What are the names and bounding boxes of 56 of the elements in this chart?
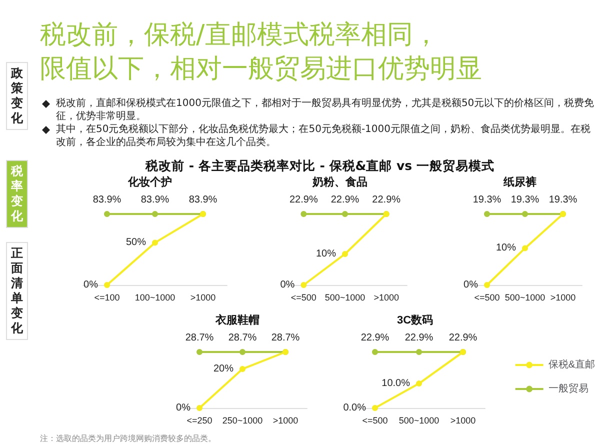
chart-title: 衣服鞋帽: [214, 314, 260, 326]
x-tick-label: >1000: [190, 292, 216, 302]
data-label: 50%: [126, 237, 146, 248]
text: 税改前，保税/直邮模式税率相同，: [40, 19, 439, 52]
tab-frame: 税率变化: [6, 160, 28, 228]
x-tick-label: >1000: [374, 292, 399, 302]
x-tick-label: 500~1000: [398, 416, 440, 426]
chart-title: 奶粉、食品: [312, 176, 368, 188]
data-label: 19.3%: [472, 194, 502, 206]
tab-frame: 政策变化: [6, 62, 28, 130]
x-tick-label: >1000: [550, 292, 576, 302]
data-label: 0%: [464, 280, 478, 290]
data-label: 10.0%: [382, 378, 410, 390]
text: 注：选取的品类为用户跨境网购消费较多的品类。: [40, 433, 216, 444]
data-label: 0%: [84, 280, 98, 290]
data-label: 22.9%: [448, 332, 478, 344]
x-tick-label: <=500: [362, 416, 388, 426]
data-label: 19.3%: [548, 194, 578, 206]
data-label: 83.9%: [92, 194, 122, 206]
data-label: 22.9%: [360, 332, 390, 344]
x-tick-label: <=250: [186, 416, 212, 426]
x-tick-label: <=500: [474, 292, 500, 302]
data-label: 83.9%: [188, 194, 218, 206]
data-label: 19.3%: [510, 194, 540, 206]
data-label: 22.9%: [289, 194, 318, 206]
chart-title: 3C数码: [396, 314, 434, 326]
data-label: 28.7%: [271, 332, 300, 344]
x-tick-label: 500~1000: [324, 292, 366, 302]
x-tick-label: 100~1000: [134, 292, 176, 302]
data-label: 22.9%: [404, 332, 434, 344]
tab-frame: 正面清单变化: [6, 242, 28, 340]
x-tick-label: >1000: [272, 416, 298, 426]
x-tick-label: >1000: [450, 416, 476, 426]
x-tick-label: <=100: [94, 292, 120, 302]
data-label: 0%: [176, 402, 191, 414]
legend-label: 一般贸易: [548, 382, 588, 394]
data-label: 28.7%: [185, 332, 214, 344]
data-label: 0.0%: [343, 402, 366, 414]
data-label: 22.9%: [372, 194, 401, 206]
data-label: 20%: [213, 363, 234, 374]
data-label: 22.9%: [330, 194, 360, 206]
x-tick-label: 250~1000: [222, 416, 263, 426]
chart-title: 纸尿裤: [502, 176, 536, 188]
x-tick-label: 500~1000: [504, 292, 546, 302]
text: 限值以下，相对一般贸易进口优势明显: [40, 53, 482, 86]
data-label: 10%: [496, 242, 516, 254]
text: 税改前，直邮和保税模式在1000元限值之下，都相对于一般贸易具有明显优势，尤其是税额50元以下的价格区间，税费免征，优势非常明显。: [56, 97, 596, 123]
data-label: 10%: [316, 248, 336, 260]
legend-label: 保税&直邮: [548, 358, 595, 370]
text: 税改前 - 各主要品类税率对比 - 保税&直邮 vs 一般贸易模式: [144, 158, 496, 175]
data-label: 28.7%: [228, 332, 257, 344]
x-tick-label: <=500: [290, 292, 316, 302]
data-label: 0%: [280, 280, 295, 290]
chart-title: 化妆个护: [127, 176, 172, 188]
text: 其中，在50元免税额以下部分，化妆品免税优势最大；在50元免税额-1000元限值之间，奶粉、食品类优势最明显。在税改前，各企业的品类布局较为集中在这几个品类。: [56, 123, 592, 149]
data-label: 83.9%: [140, 194, 170, 206]
